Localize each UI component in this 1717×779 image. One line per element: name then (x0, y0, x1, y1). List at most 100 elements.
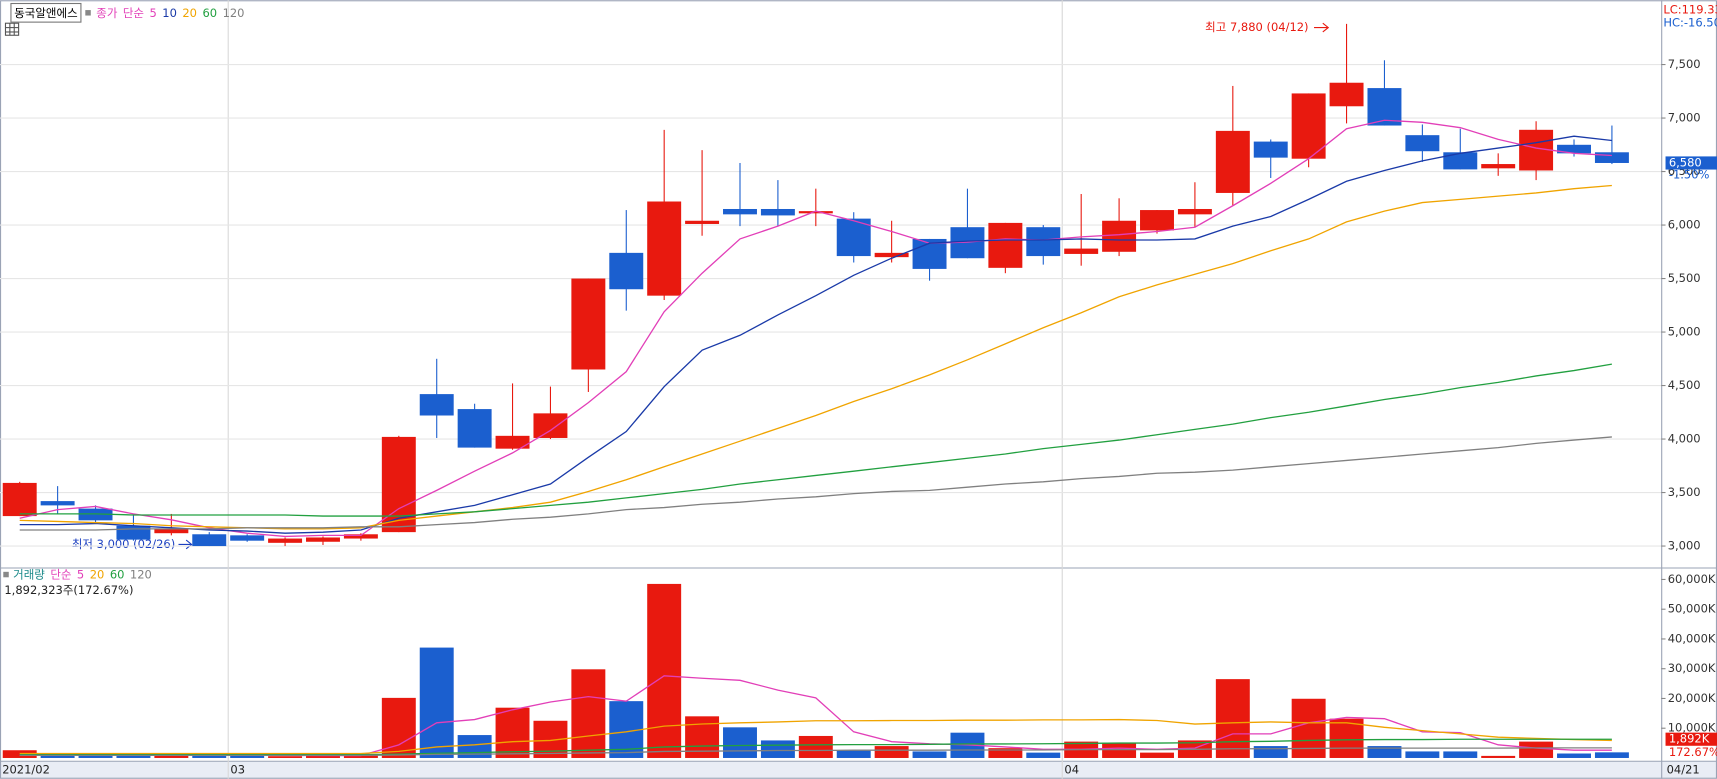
volume-bar (874, 746, 909, 758)
y-tick-label: 60,000K (1668, 572, 1716, 586)
volume-bar (1557, 753, 1591, 758)
volume-summary: 1,892,323주(172.67%) (4, 583, 133, 597)
candle-body (1291, 93, 1326, 159)
y-tick-label: 7,000 (1668, 111, 1701, 125)
candle-body (1253, 141, 1288, 158)
y-tick-label: 6,000 (1668, 218, 1701, 232)
volume-bar (1026, 752, 1061, 758)
volume-bar (1367, 746, 1402, 758)
volume-bar (1405, 751, 1440, 758)
legend-entry: 20 (182, 6, 197, 20)
min-arrow (178, 539, 193, 550)
volume-bar (1329, 718, 1364, 758)
volume-bar (343, 755, 378, 758)
candle-body (723, 208, 757, 215)
legend-entry: 120 (130, 568, 152, 582)
volume-bar (268, 756, 303, 758)
volume-bar (836, 750, 871, 758)
y-tick-label: 5,500 (1668, 271, 1701, 285)
volume-bar (495, 707, 530, 758)
candle-body (268, 538, 303, 543)
legend-entry: 60 (202, 6, 217, 20)
x-axis-strip (0, 761, 1717, 779)
volume-bar (306, 755, 340, 758)
candle-body (230, 535, 265, 541)
last-price-label: 6,580 (1669, 155, 1702, 169)
volume-bar (723, 727, 757, 758)
y-tick-label: 3,000 (1668, 539, 1701, 553)
max-arrow (1314, 22, 1330, 33)
legend-price-label: 종가 (96, 6, 118, 20)
candle-body (40, 501, 75, 506)
candle-body (1405, 135, 1440, 152)
candle-body (1329, 82, 1364, 107)
volume-bar (798, 735, 833, 758)
x-tick-label: 04 (1064, 763, 1079, 777)
y-tick-label: 50,000K (1668, 602, 1716, 616)
candle-body (685, 220, 720, 224)
candle-body (2, 482, 37, 517)
legend-ma-type: 단순 (123, 6, 144, 20)
legend-icon (3, 571, 9, 578)
volume-bar (154, 754, 189, 758)
volume-bar (760, 740, 795, 758)
y-tick-label: 7,500 (1668, 57, 1701, 71)
y-tick-label: 10,000K (1668, 721, 1716, 735)
candle-body (1026, 227, 1061, 257)
candle-body (760, 208, 795, 216)
legend-entry: 20 (90, 568, 105, 582)
candle-body (116, 525, 151, 540)
hc-label: HC:-16.50 (1663, 16, 1717, 30)
volume-bar (116, 754, 151, 758)
volume-bar (1253, 746, 1288, 758)
candle-body (343, 534, 378, 539)
candle-body (1140, 210, 1174, 231)
candle-body (836, 218, 871, 257)
legend-entry: 5 (77, 568, 84, 582)
volume-bar (192, 755, 227, 758)
volume-bar (988, 748, 1023, 758)
table-icon (4, 22, 20, 36)
candle-body (1443, 152, 1478, 170)
volume-title: 거래량 (13, 568, 45, 582)
ma-line (19, 135, 1612, 534)
legend-ma-type: 단순 (50, 568, 71, 582)
legend-icon (85, 10, 91, 16)
y-tick-label: 20,000K (1668, 691, 1716, 705)
last-volume-box (1665, 732, 1717, 746)
candle-body (533, 413, 568, 438)
chart-title: 동국알앤에스 (14, 6, 77, 20)
volume-bar (1594, 752, 1629, 758)
title-box (10, 2, 82, 23)
max-annotation: 최고 7,880 (04/12) (1205, 20, 1308, 34)
volume-bar (1443, 751, 1478, 758)
candle-body (1064, 248, 1099, 254)
candle-body (192, 534, 227, 547)
volume-bar (647, 583, 682, 758)
volume-bar (912, 751, 947, 758)
volume-bar (40, 754, 75, 758)
y-tick-label: 30,000K (1668, 661, 1716, 675)
lc-label: LC:119.33 (1663, 3, 1717, 17)
candle-body (1367, 88, 1402, 126)
candle-body (1215, 130, 1250, 193)
volume-bar (230, 755, 265, 758)
candle-body (419, 394, 454, 416)
volume-bar (1481, 755, 1516, 758)
y-tick-label: 4,000 (1668, 432, 1701, 446)
volume-change-label: 172.67% (1669, 745, 1717, 759)
candle-body (154, 528, 189, 534)
x-tick-label: 04/21 (1667, 763, 1700, 777)
candle-body (457, 409, 492, 448)
legend-entry: 10 (162, 6, 177, 20)
volume-bar (571, 669, 606, 758)
candle-body (988, 222, 1023, 268)
candle-body (495, 435, 530, 449)
ma-line (19, 436, 1612, 531)
candle-body (647, 201, 682, 296)
ma-line (19, 119, 1612, 538)
